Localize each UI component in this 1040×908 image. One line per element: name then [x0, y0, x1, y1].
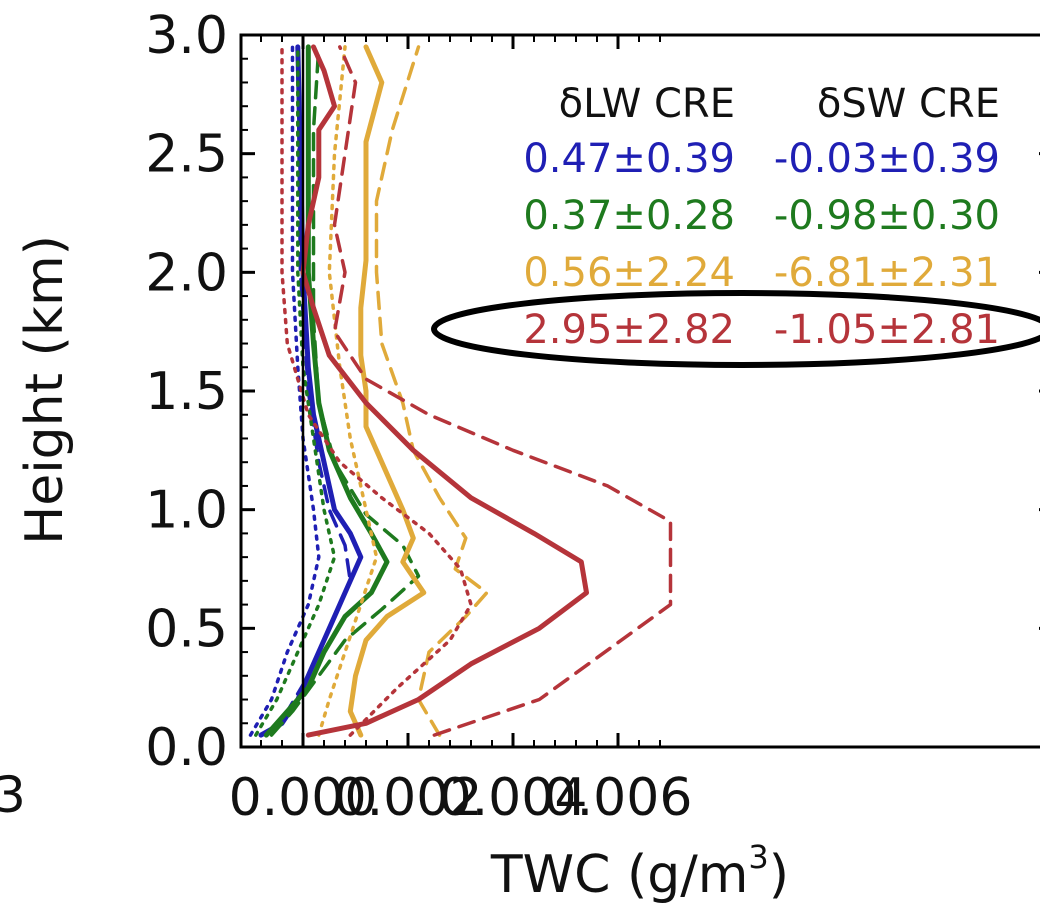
- y-tick-label: 2.5: [145, 125, 228, 185]
- series-line-0: [258, 44, 364, 738]
- x-tick-label: 0.000: [229, 768, 378, 828]
- y-tick-label: 0.0: [145, 718, 228, 778]
- series-line-7: [374, 45, 489, 737]
- series-line-10: [332, 45, 673, 737]
- table-header-lw: δLW CRE: [559, 81, 735, 127]
- series-line-6: [347, 44, 427, 738]
- y-tick-label: 2.0: [145, 243, 228, 303]
- x-tick-label: 0.002: [334, 768, 483, 828]
- series-line-4: [269, 45, 421, 737]
- x-axis-label-sup: 3: [748, 838, 768, 876]
- table-cell-lw: 0.56±2.24: [523, 250, 735, 296]
- table-cell-sw: -0.98±0.30: [774, 193, 1000, 239]
- series-line-8: [317, 45, 379, 737]
- table-cell-lw: 0.37±0.28: [523, 193, 735, 239]
- table-cell-sw: -6.81±2.31: [774, 250, 1000, 296]
- table-cell-lw: 2.95±2.82: [523, 307, 735, 353]
- x-tick-label: 0.004: [439, 768, 588, 828]
- stats-table: δLW CRE δSW CRE 0.47±0.39 -0.03±0.39 0.37±0.…: [431, 81, 1040, 368]
- table-cell-sw: -0.03±0.39: [774, 136, 1000, 182]
- edge-label: 3: [0, 766, 26, 824]
- series-line-11: [280, 45, 473, 737]
- y-tick-label: 0.5: [145, 599, 228, 659]
- x-axis-label-main: TWC (g/m: [490, 845, 749, 905]
- table-header-sw: δSW CRE: [817, 81, 1000, 127]
- x-tick-label: 0.006: [544, 768, 693, 828]
- x-axis-label: TWC (g/m3): [490, 838, 789, 905]
- series-line-2: [248, 45, 321, 737]
- ticks-layer: 0.0 0.5 1.0 1.5 2.0 2.5 3.0 0.0000.0020.0040.00…: [145, 6, 1040, 828]
- series-layer: [248, 44, 673, 738]
- series-line-9: [300, 44, 589, 738]
- y-tick-label: 3.0: [145, 6, 228, 66]
- y-tick-label: 1.5: [145, 362, 228, 422]
- y-axis-label: Height (km): [15, 235, 75, 545]
- highlight-ellipse: [431, 290, 1040, 368]
- table-cell-lw: 0.47±0.39: [523, 136, 735, 182]
- series-line-5: [254, 45, 337, 737]
- y-tick-label: 1.0: [145, 481, 228, 541]
- series-line-1: [264, 45, 353, 737]
- x-axis-label-tail: ): [769, 845, 789, 905]
- plot-frame: [239, 33, 1040, 749]
- table-cell-sw: -1.05±2.81: [774, 307, 1000, 353]
